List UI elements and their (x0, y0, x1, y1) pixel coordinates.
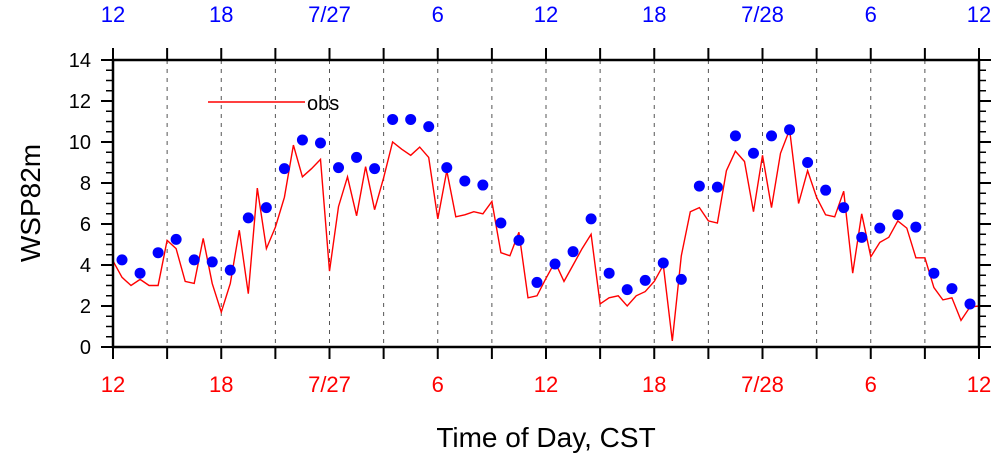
model-point (278, 163, 290, 175)
x-tick-label-bottom: 6 (432, 372, 444, 397)
model-point (621, 284, 633, 296)
y-tick-label: 8 (80, 173, 91, 195)
x-tick-label-top: 6 (432, 2, 444, 27)
model-point (405, 113, 417, 125)
model-point (856, 231, 868, 243)
plot-frame (111, 58, 981, 349)
model-point (964, 298, 976, 310)
y-tick-label: 6 (80, 214, 91, 236)
model-point (441, 162, 453, 174)
model-point (766, 130, 778, 142)
model-point (531, 276, 543, 288)
y-tick-label: 14 (69, 50, 91, 72)
model-point (549, 258, 561, 270)
x-tick-label-bottom: 12 (967, 372, 991, 397)
model-point (874, 222, 886, 234)
model-point (711, 181, 723, 193)
x-tick-label-top: 18 (209, 2, 233, 27)
model-point (892, 209, 904, 221)
model-point (170, 233, 182, 245)
grid-lines (166, 60, 926, 347)
model-point (693, 180, 705, 192)
x-tick-label-bottom: 6 (865, 372, 877, 397)
model-point (459, 175, 471, 187)
model-point (910, 221, 922, 233)
model-point (657, 257, 669, 269)
y-tick-label: 0 (80, 337, 91, 359)
x-tick-label-bottom: 7/27 (308, 372, 351, 397)
model-point (495, 217, 507, 229)
model-point (351, 151, 363, 163)
x-tick-label-top: 7/28 (741, 2, 784, 27)
series-layer (112, 113, 980, 341)
model-point (242, 212, 254, 224)
model-point (928, 267, 940, 279)
x-tick-label-top: 7/27 (308, 2, 351, 27)
model-point (296, 134, 308, 146)
model-point (387, 113, 399, 125)
model-point (585, 213, 597, 225)
model-point (369, 163, 381, 175)
model-point (639, 274, 651, 286)
x-tick-label-top: 12 (967, 2, 991, 27)
model-point (946, 283, 958, 295)
x-tick-label-bottom: 7/28 (741, 372, 784, 397)
x-tick-label-bottom: 12 (101, 372, 125, 397)
model-point (567, 246, 579, 258)
model-point (820, 184, 832, 196)
y-tick-label: 2 (80, 296, 91, 318)
model-point (152, 247, 164, 259)
y-axis-title: WSP82m (15, 144, 46, 262)
model-point (838, 202, 850, 214)
model-point (188, 254, 200, 266)
model-point (513, 234, 525, 246)
model-point (747, 147, 759, 159)
tick-labels: 0 2 4 6 8 10 12 14 12 12 18 18 7/27 7/27 6 6 12 12 18 18 7/2… (69, 2, 991, 397)
x-axis-title: Time of Day, CST (436, 422, 655, 453)
x-tick-label-top: 12 (101, 2, 125, 27)
x-tick-label-top: 6 (865, 2, 877, 27)
x-tick-label-bottom: 12 (534, 372, 558, 397)
model-point (134, 267, 146, 279)
y-tick-label: 10 (69, 132, 91, 154)
model-point (206, 256, 218, 268)
legend-obs-label: obs (307, 93, 339, 115)
model-point (603, 267, 615, 279)
model-point (423, 121, 435, 133)
model-point (802, 157, 814, 168)
model-point (675, 273, 687, 285)
x-tick-label-top: 18 (642, 2, 666, 27)
model-point (477, 179, 489, 191)
model-point (314, 137, 326, 149)
model-point (784, 124, 796, 136)
x-tick-label-bottom: 18 (642, 372, 666, 397)
obs-line (112, 129, 980, 341)
legend: obs (208, 93, 339, 115)
model-point (224, 264, 236, 276)
x-tick-label-top: 12 (534, 2, 558, 27)
x-tick-label-bottom: 18 (209, 372, 233, 397)
model-point (116, 254, 128, 266)
y-tick-label: 12 (69, 91, 91, 113)
model-point (333, 162, 345, 174)
y-tick-label: 4 (80, 255, 91, 277)
model-point (729, 130, 741, 142)
model-point (260, 202, 272, 214)
